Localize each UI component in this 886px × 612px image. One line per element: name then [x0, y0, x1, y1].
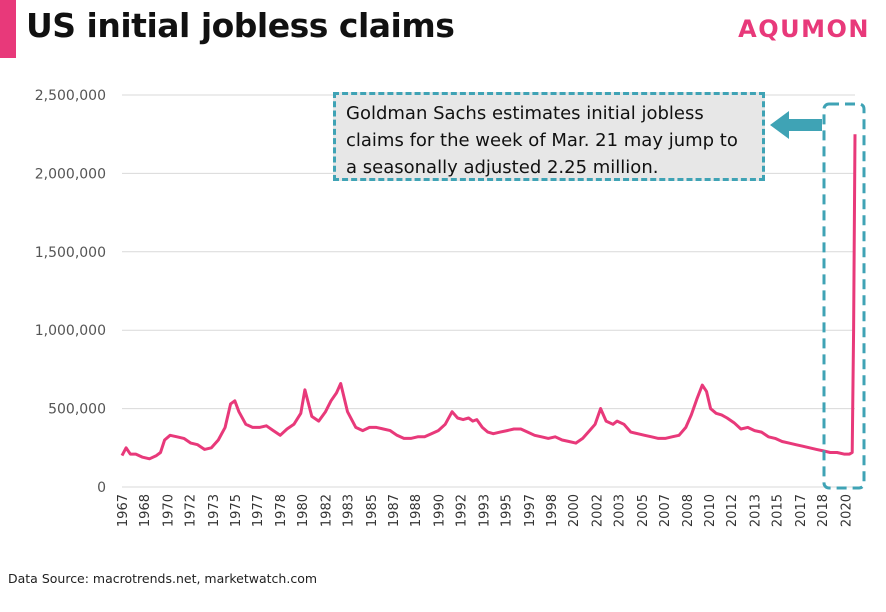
x-tick-label: 1977 [251, 494, 266, 527]
y-tick-label: 0 [97, 480, 106, 496]
annotation-text: Goldman Sachs estimates initial jobless … [346, 103, 738, 178]
x-tick-label: 2007 [658, 494, 673, 527]
arrow-left-icon [770, 111, 822, 139]
y-tick-label: 2,000,000 [35, 166, 106, 182]
x-tick-label: 1970 [161, 494, 176, 527]
y-tick-label: 1,000,000 [35, 323, 106, 339]
x-tick-label: 1988 [409, 494, 424, 527]
x-tick-label: 2010 [703, 494, 718, 527]
x-tick-label: 1985 [365, 494, 380, 527]
series-line-jobless-claims [120, 134, 857, 461]
x-tick-label: 2013 [749, 494, 764, 527]
x-tick-label: 1968 [138, 494, 153, 527]
annotation-callout: Goldman Sachs estimates initial jobless … [333, 92, 765, 181]
x-tick-label: 1982 [320, 494, 335, 527]
y-axis-ticks: 0 500,000 1,000,000 1,500,000 2,000,000 2,500… [35, 88, 106, 496]
x-tick-label: 1993 [478, 494, 493, 527]
page-title: US initial jobless claims [26, 6, 455, 45]
x-tick-label: 1983 [342, 494, 357, 527]
data-source-note: Data Source: macrotrends.net, marketwatc… [8, 571, 318, 586]
x-tick-label: 1995 [500, 494, 515, 527]
x-tick-label: 1990 [432, 494, 447, 527]
x-tick-label: 1973 [207, 494, 222, 527]
x-tick-label: 2018 [816, 494, 831, 527]
x-tick-label: 2008 [681, 494, 696, 527]
x-axis-ticks: 1967 1968 1970 1972 1973 1975 1977 1978 1980 1982… [116, 494, 854, 527]
x-tick-label: 2012 [725, 494, 740, 527]
x-tick-label: 1987 [387, 494, 402, 527]
x-tick-label: 1980 [296, 494, 311, 527]
chart-decorations [770, 102, 866, 490]
x-tick-label: 1978 [274, 494, 289, 527]
x-tick-label: 2005 [636, 494, 651, 527]
y-tick-label: 2,500,000 [35, 88, 106, 104]
highlight-box [822, 102, 866, 490]
y-tick-label: 500,000 [48, 402, 106, 418]
x-tick-label: 1975 [229, 494, 244, 527]
x-tick-label: 2015 [771, 494, 786, 527]
x-tick-label: 2000 [567, 494, 582, 527]
x-tick-label: 1972 [183, 494, 198, 527]
x-tick-label: 2002 [590, 494, 605, 527]
x-tick-label: 2003 [612, 494, 627, 527]
brand-logo: AQUMON [738, 15, 870, 43]
title-accent-bar [0, 0, 16, 58]
y-tick-label: 1,500,000 [35, 245, 106, 261]
x-tick-label: 1967 [116, 494, 131, 527]
x-tick-label: 1992 [454, 494, 469, 527]
x-tick-label: 2017 [794, 494, 809, 527]
x-tick-label: 2020 [839, 494, 854, 527]
x-tick-label: 1998 [545, 494, 560, 527]
x-tick-label: 1997 [523, 494, 538, 527]
